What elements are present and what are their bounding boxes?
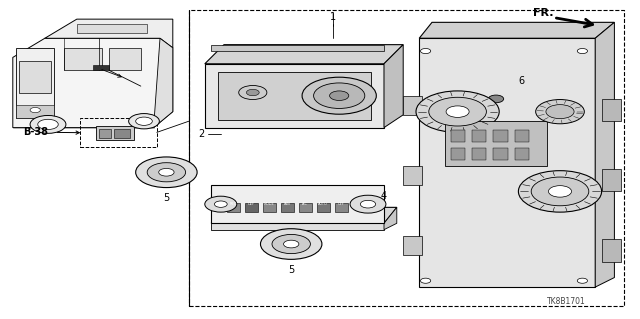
Circle shape — [420, 48, 431, 54]
Bar — [445, 121, 547, 166]
Circle shape — [205, 196, 237, 212]
Polygon shape — [384, 207, 397, 230]
Text: TK8B1701: TK8B1701 — [547, 297, 586, 306]
Text: B-38: B-38 — [22, 127, 48, 137]
Circle shape — [360, 200, 376, 208]
Bar — [472, 130, 486, 142]
Circle shape — [330, 91, 349, 100]
Circle shape — [272, 234, 310, 254]
Text: FAN: FAN — [284, 202, 291, 206]
Bar — [515, 130, 529, 142]
Text: AUTO: AUTO — [318, 202, 328, 206]
Text: 1: 1 — [330, 12, 336, 22]
Polygon shape — [595, 22, 614, 287]
Text: OFF: OFF — [338, 202, 344, 206]
Text: 3: 3 — [294, 241, 301, 251]
Text: 6: 6 — [518, 76, 525, 86]
Bar — [335, 203, 348, 212]
Bar — [64, 48, 102, 70]
Bar — [403, 236, 422, 255]
Bar — [281, 203, 294, 212]
Bar — [317, 203, 330, 212]
Bar — [515, 148, 529, 160]
Bar — [96, 126, 134, 140]
Text: 4: 4 — [381, 191, 387, 201]
Bar — [93, 65, 109, 70]
Circle shape — [536, 100, 584, 124]
Circle shape — [136, 117, 152, 125]
Bar — [403, 166, 422, 185]
Text: MODE: MODE — [264, 202, 275, 206]
Polygon shape — [13, 38, 173, 128]
Text: 5: 5 — [288, 265, 294, 275]
Circle shape — [314, 83, 365, 108]
Bar — [403, 96, 422, 115]
Circle shape — [446, 106, 469, 117]
Polygon shape — [45, 19, 173, 48]
Polygon shape — [384, 45, 403, 128]
Text: 5: 5 — [163, 193, 170, 203]
Bar — [16, 48, 54, 118]
Text: REC: REC — [230, 202, 237, 206]
Polygon shape — [205, 45, 403, 64]
Circle shape — [284, 240, 299, 248]
Circle shape — [416, 91, 499, 132]
Bar — [114, 129, 130, 138]
Bar — [451, 130, 465, 142]
Bar — [493, 130, 508, 142]
Text: FR.: FR. — [533, 8, 554, 18]
Bar — [602, 239, 621, 262]
Circle shape — [429, 97, 486, 126]
Bar — [211, 45, 384, 51]
Bar — [602, 99, 621, 121]
Bar — [602, 169, 621, 191]
Circle shape — [30, 108, 40, 113]
Bar — [493, 148, 508, 160]
Circle shape — [239, 85, 267, 100]
Circle shape — [420, 278, 431, 283]
Bar — [218, 72, 371, 120]
Bar — [99, 129, 111, 138]
Polygon shape — [205, 64, 384, 128]
Circle shape — [129, 114, 159, 129]
Circle shape — [577, 278, 588, 283]
Bar — [80, 118, 157, 147]
Circle shape — [38, 119, 58, 130]
Bar — [472, 148, 486, 160]
Bar — [189, 10, 624, 306]
Circle shape — [577, 48, 588, 54]
Circle shape — [488, 95, 504, 103]
Bar — [19, 61, 51, 93]
Polygon shape — [154, 38, 173, 128]
Bar — [227, 203, 240, 212]
Bar — [299, 203, 312, 212]
Circle shape — [546, 105, 574, 119]
Circle shape — [302, 77, 376, 114]
Bar — [109, 48, 141, 70]
Circle shape — [548, 186, 572, 197]
Circle shape — [147, 163, 186, 182]
Polygon shape — [419, 22, 614, 38]
Circle shape — [30, 115, 66, 133]
Circle shape — [159, 168, 174, 176]
Bar — [77, 24, 147, 33]
Circle shape — [518, 171, 602, 212]
Circle shape — [260, 229, 322, 259]
Polygon shape — [211, 185, 384, 223]
Polygon shape — [211, 207, 397, 223]
Bar — [263, 203, 276, 212]
Circle shape — [531, 177, 589, 206]
Bar — [16, 105, 54, 118]
Bar — [419, 38, 595, 287]
Circle shape — [246, 89, 259, 96]
Text: A/C: A/C — [302, 202, 308, 206]
Bar — [451, 148, 465, 160]
Text: 2: 2 — [198, 129, 205, 139]
Polygon shape — [211, 223, 384, 230]
Circle shape — [214, 201, 227, 207]
Text: DEF: DEF — [248, 202, 255, 206]
Circle shape — [350, 195, 386, 213]
Circle shape — [136, 157, 197, 188]
Bar — [245, 203, 258, 212]
